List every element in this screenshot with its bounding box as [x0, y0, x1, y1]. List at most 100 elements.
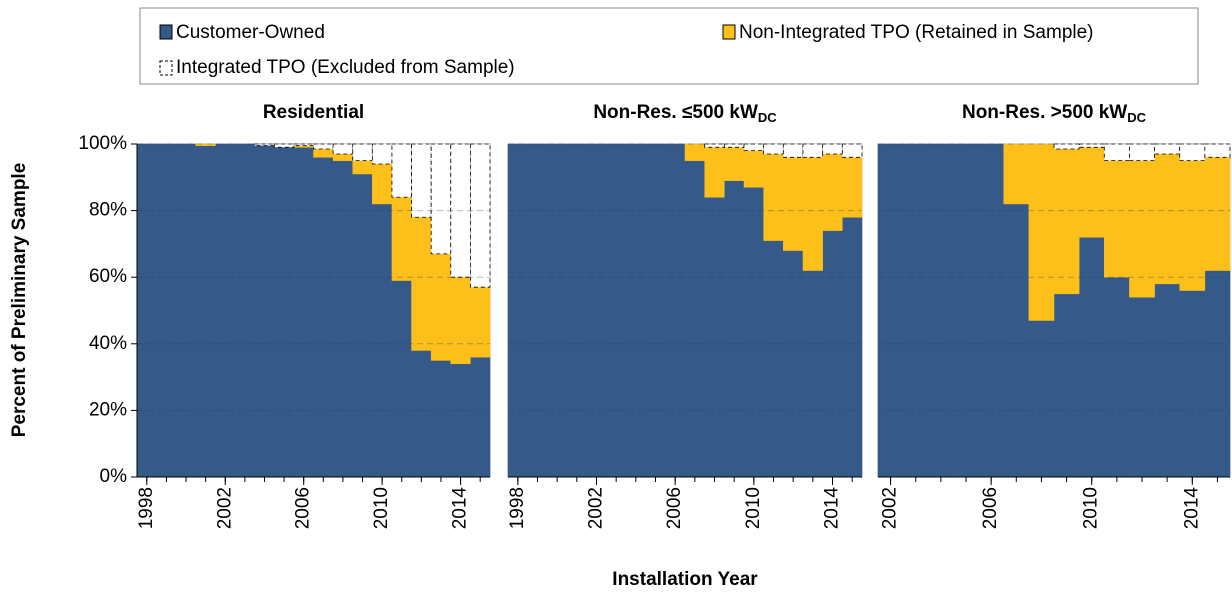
- area-step: [953, 143, 979, 478]
- area-step: [274, 147, 295, 478]
- area-step: [507, 143, 528, 478]
- area-step: [450, 363, 471, 478]
- panel-title-subscript: DC: [1127, 110, 1146, 125]
- area-step: [743, 143, 765, 152]
- area-step: [1053, 293, 1080, 478]
- area-step: [1078, 147, 1105, 238]
- x-tick-label: 2010: [743, 487, 764, 529]
- area-step: [352, 160, 373, 175]
- x-tick-label: 2010: [1081, 487, 1102, 529]
- area-step: [1103, 143, 1130, 162]
- area-step: [332, 160, 353, 478]
- area-step: [470, 356, 491, 478]
- area-step: [1129, 160, 1155, 298]
- area-step: [371, 143, 393, 165]
- area-step: [665, 143, 686, 478]
- area-step: [293, 147, 314, 478]
- area-step: [195, 145, 216, 478]
- area-step: [1078, 236, 1105, 478]
- area-step: [352, 173, 373, 478]
- area-step: [195, 143, 216, 146]
- x-tick-label: 2014: [822, 487, 843, 530]
- area-step: [625, 143, 646, 478]
- area-step: [822, 230, 843, 478]
- area-step: [822, 153, 843, 231]
- y-tick-label: 100%: [78, 133, 127, 154]
- legend-box: [139, 7, 1199, 85]
- area-step: [1078, 143, 1105, 148]
- area-step: [1129, 296, 1155, 478]
- area-step: [1003, 203, 1030, 478]
- area-step: [313, 148, 334, 158]
- area-step: [704, 147, 725, 198]
- area-step: [470, 286, 491, 358]
- legend-label: Customer-Owned: [176, 22, 325, 43]
- area-step: [763, 143, 784, 155]
- legend-label: Non-Integrated TPO (Retained in Sample): [739, 22, 1094, 43]
- area-step: [1154, 283, 1180, 478]
- x-tick-label: 2010: [371, 487, 392, 529]
- area-step: [1179, 160, 1206, 291]
- area-step: [704, 197, 725, 478]
- y-tick-label: 60%: [89, 266, 127, 287]
- area-step: [313, 157, 334, 478]
- x-tick-label: 2002: [214, 487, 235, 529]
- y-tick-label: 20%: [89, 399, 127, 420]
- area-step: [215, 143, 236, 478]
- x-tick-label: 2006: [293, 487, 314, 529]
- panel-title: Non-Res. ≤500 kWDC: [593, 102, 777, 125]
- area-step: [763, 240, 784, 478]
- area-step: [586, 143, 607, 478]
- x-tick-label: 2006: [664, 487, 685, 529]
- area-step: [411, 143, 432, 218]
- panel-title-text: Non-Res. >500 kW: [962, 102, 1127, 123]
- area-step: [566, 143, 587, 478]
- area-step: [822, 143, 843, 155]
- area-step: [724, 147, 745, 181]
- area-step: [802, 270, 823, 478]
- y-tick-label: 80%: [89, 200, 127, 221]
- area-step: [802, 143, 824, 158]
- legend-swatch: [722, 24, 736, 40]
- area-step: [527, 143, 548, 478]
- area-step: [430, 360, 452, 478]
- x-tick-label: 1998: [507, 487, 528, 529]
- area-step: [234, 143, 255, 478]
- area-step: [547, 143, 568, 478]
- area-step: [1028, 320, 1055, 478]
- panel-title: Residential: [263, 102, 364, 123]
- area-step: [469, 143, 491, 288]
- legend-swatch: [159, 24, 173, 40]
- area-step: [391, 143, 412, 198]
- area-step: [313, 143, 334, 150]
- area-step: [372, 163, 393, 205]
- legend-swatch: [159, 60, 173, 76]
- panel-title: Non-Res. >500 kWDC: [962, 102, 1147, 125]
- panel-title-text: Residential: [263, 102, 364, 123]
- area-step: [156, 143, 177, 478]
- x-tick-label: 2006: [980, 487, 1001, 529]
- area-step: [842, 157, 863, 218]
- area-step: [1154, 153, 1180, 285]
- y-tick-label: 0%: [100, 466, 128, 487]
- area-step: [391, 280, 412, 478]
- area-step: [332, 143, 354, 155]
- area-step: [254, 143, 275, 147]
- area-step: [293, 143, 314, 147]
- y-axis-label: Percent of Preliminary Sample: [9, 163, 30, 438]
- y-tick-label: 40%: [89, 333, 127, 354]
- area-step: [175, 143, 197, 478]
- area-step: [411, 217, 432, 351]
- area-step: [1053, 148, 1080, 295]
- legend-label: Integrated TPO (Excluded from Sample): [176, 57, 515, 78]
- panel-title-subscript: DC: [758, 110, 777, 125]
- area-step: [450, 276, 471, 365]
- area-step: [1179, 290, 1206, 478]
- area-step: [743, 187, 764, 478]
- area-step: [606, 143, 627, 478]
- x-tick-label: 2002: [586, 487, 607, 529]
- area-step: [645, 143, 666, 478]
- area-step: [1129, 143, 1155, 162]
- area-step: [1204, 143, 1231, 158]
- area-step: [842, 217, 863, 478]
